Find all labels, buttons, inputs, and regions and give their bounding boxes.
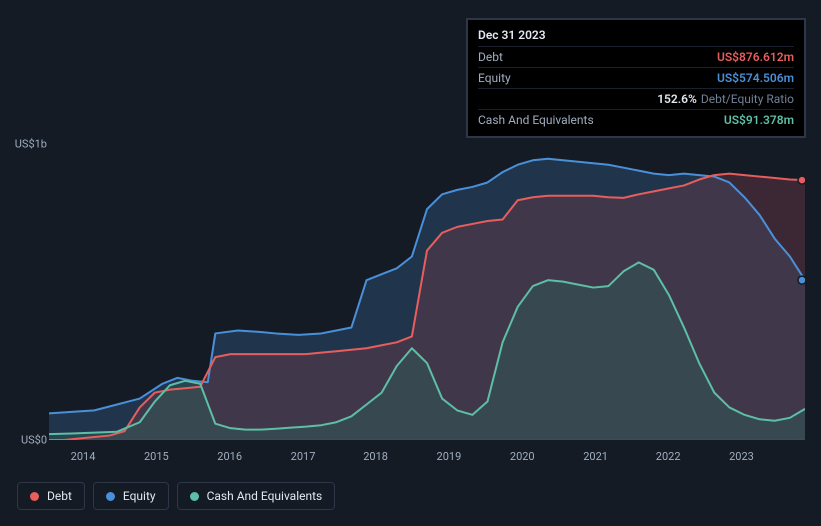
legend-item-debt[interactable]: Debt [17, 482, 85, 510]
tooltip-row-value: US$876.612m [717, 48, 794, 66]
tooltip-row-label: Equity [478, 69, 717, 87]
x-axis-label: 2023 [729, 450, 754, 463]
x-axis-label: 2020 [510, 450, 535, 463]
legend: Debt Equity Cash And Equivalents [17, 482, 335, 510]
legend-item-equity[interactable]: Equity [93, 482, 169, 510]
tooltip-date: Dec 31 2023 [478, 26, 794, 44]
x-axis-label: 2017 [291, 450, 316, 463]
legend-label: Cash And Equivalents [207, 489, 323, 503]
x-axis-label: 2021 [583, 450, 608, 463]
legend-label: Debt [47, 489, 72, 503]
legend-swatch [30, 492, 39, 501]
chart-plot [49, 144, 805, 440]
tooltip-rows: DebtUS$876.612mEquityUS$574.506m152.6%De… [478, 46, 794, 130]
tooltip-ratio-label: Debt/Equity Ratio [701, 92, 794, 106]
x-axis-label: 2019 [437, 450, 462, 463]
tooltip-row-label: Debt [478, 48, 717, 66]
chart: US$0 US$1b 2014 2015 2016 2017 2018 2019 2020 202… [17, 122, 807, 512]
x-axis-label: 2015 [144, 450, 169, 463]
tooltip-row-label [478, 90, 657, 108]
tooltip-row: 152.6% Debt/Equity Ratio [478, 88, 794, 109]
tooltip-row-value: US$574.506m [717, 69, 794, 87]
chart-tooltip: Dec 31 2023 DebtUS$876.612mEquityUS$574.… [466, 18, 806, 138]
x-axis-label: 2016 [217, 450, 242, 463]
tooltip-row: DebtUS$876.612m [478, 46, 794, 67]
x-axis-label: 2018 [363, 450, 388, 463]
y-axis-label: US$0 [21, 434, 47, 447]
x-axis-label: 2014 [71, 450, 96, 463]
legend-swatch [106, 492, 115, 501]
y-axis-label: US$1b [15, 138, 47, 151]
legend-swatch [190, 492, 199, 501]
x-axis-label: 2022 [656, 450, 681, 463]
legend-item-cash-and-equivalents[interactable]: Cash And Equivalents [177, 482, 336, 510]
tooltip-ratio-value: 152.6% [657, 92, 697, 106]
legend-label: Equity [123, 489, 156, 503]
tooltip-row: EquityUS$574.506m [478, 67, 794, 88]
